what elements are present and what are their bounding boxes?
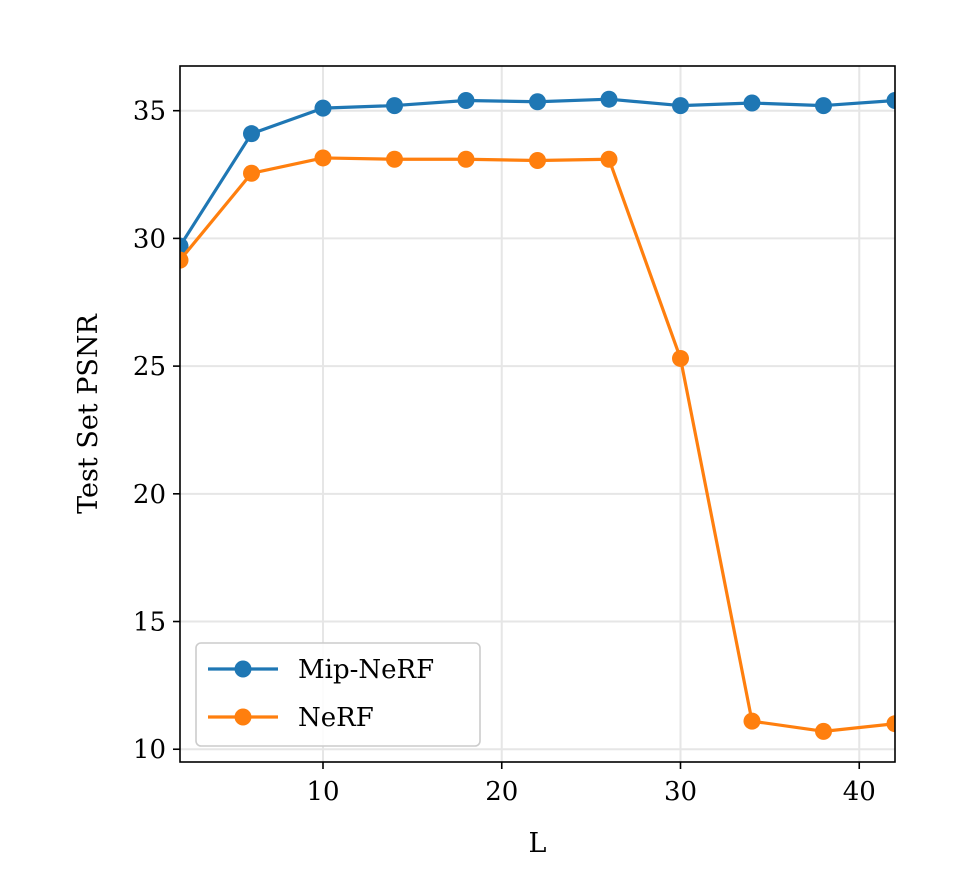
y-axis-ticks: 10 15 20 25 30 35 (133, 97, 180, 765)
y-tick-label: 20 (133, 480, 166, 510)
x-axis-ticks: 10 20 30 40 (306, 762, 876, 807)
data-point (672, 97, 689, 115)
y-tick-label: 30 (133, 224, 166, 254)
data-point (600, 150, 618, 168)
data-point (815, 722, 832, 740)
x-tick-label: 30 (664, 777, 697, 807)
data-point (886, 715, 895, 733)
series-nerf (180, 149, 895, 740)
legend-label: NeRF (298, 703, 374, 733)
data-point (243, 125, 260, 143)
y-axis-label: Test Set PSNR (73, 313, 104, 513)
data-point (314, 149, 332, 167)
legend-item: Mip-NeRF (208, 655, 434, 685)
plot-frame (179, 65, 896, 763)
data-point (529, 152, 546, 170)
legend-marker (234, 660, 252, 678)
y-tick-label: 15 (133, 608, 166, 638)
series-line (180, 97, 895, 247)
data-point (529, 93, 546, 111)
x-tick-label: 40 (843, 777, 876, 807)
data-point (672, 349, 689, 367)
data-point (457, 150, 475, 168)
data-point (386, 97, 403, 115)
legend-item: NeRF (208, 703, 374, 733)
legend-marker (234, 708, 252, 726)
data-point (243, 164, 260, 182)
y-tick-label: 25 (133, 352, 166, 382)
data-point (180, 251, 189, 269)
x-tick-label: 20 (485, 777, 518, 807)
data-point (815, 97, 832, 115)
x-tick-label: 10 (306, 777, 339, 807)
data-point (457, 91, 475, 109)
data-point (600, 90, 618, 108)
series-mip-nerf (180, 90, 895, 255)
data-point (386, 150, 403, 168)
legend-label: Mip-NeRF (298, 655, 434, 685)
grid (180, 66, 895, 762)
y-tick-label: 35 (133, 97, 166, 127)
data-point (886, 91, 895, 109)
data-point (743, 94, 761, 112)
data-point (743, 712, 761, 730)
data-point (314, 99, 332, 117)
series-layer (180, 90, 895, 740)
y-tick-label: 10 (133, 735, 166, 765)
x-axis-label: L (529, 828, 547, 859)
legend: Mip-NeRF NeRF (195, 642, 481, 747)
